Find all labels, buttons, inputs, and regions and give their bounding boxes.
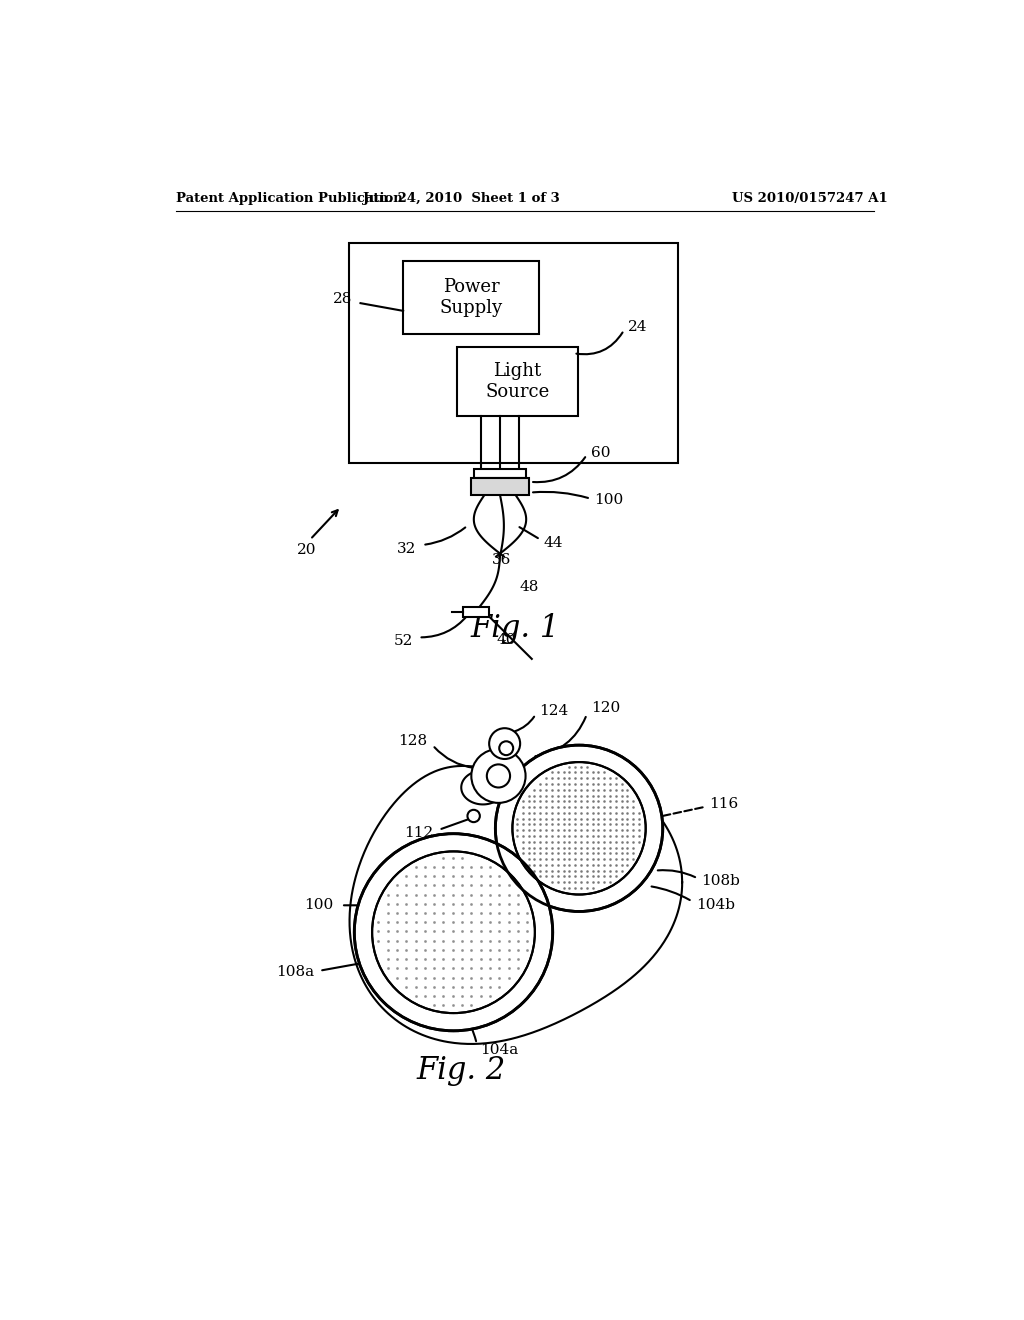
Text: 108b: 108b — [701, 874, 740, 887]
Text: 24: 24 — [628, 319, 647, 334]
Bar — [471, 478, 528, 495]
Bar — [463, 607, 489, 618]
Text: 112: 112 — [404, 826, 433, 840]
Circle shape — [500, 742, 513, 755]
Circle shape — [512, 762, 646, 895]
Text: Power
Supply: Power Supply — [439, 279, 503, 317]
Text: 36: 36 — [493, 553, 512, 568]
Circle shape — [372, 851, 535, 1014]
Text: 44: 44 — [544, 536, 563, 549]
Text: 20: 20 — [297, 544, 316, 557]
Bar — [474, 469, 525, 478]
Text: Fig. 1: Fig. 1 — [471, 612, 560, 644]
Circle shape — [489, 729, 520, 759]
Text: 108a: 108a — [275, 965, 314, 979]
Text: US 2010/0157247 A1: US 2010/0157247 A1 — [732, 191, 888, 205]
Circle shape — [467, 809, 480, 822]
Text: 124: 124 — [539, 705, 568, 718]
Text: 104a: 104a — [480, 1043, 519, 1057]
Circle shape — [486, 764, 510, 788]
Text: Jun. 24, 2010  Sheet 1 of 3: Jun. 24, 2010 Sheet 1 of 3 — [362, 191, 560, 205]
Text: 40: 40 — [496, 632, 516, 647]
Bar — [458, 347, 578, 416]
Circle shape — [471, 748, 525, 803]
Text: Fig. 2: Fig. 2 — [417, 1056, 506, 1086]
Text: 48: 48 — [519, 581, 539, 594]
Text: 104b: 104b — [696, 898, 735, 912]
Text: 116: 116 — [710, 797, 738, 810]
Text: 120: 120 — [591, 701, 620, 715]
Text: 128: 128 — [398, 734, 427, 747]
Bar — [403, 261, 539, 334]
Text: 100: 100 — [304, 899, 334, 912]
Text: 52: 52 — [394, 634, 414, 648]
Text: Patent Application Publication: Patent Application Publication — [176, 191, 402, 205]
Text: 32: 32 — [397, 541, 417, 556]
Text: Light
Source: Light Source — [485, 362, 550, 401]
Text: 60: 60 — [591, 446, 610, 459]
Text: 100: 100 — [595, 494, 624, 507]
Bar — [349, 243, 678, 462]
Circle shape — [496, 744, 663, 911]
Circle shape — [354, 834, 553, 1031]
Text: 28: 28 — [334, 292, 352, 306]
